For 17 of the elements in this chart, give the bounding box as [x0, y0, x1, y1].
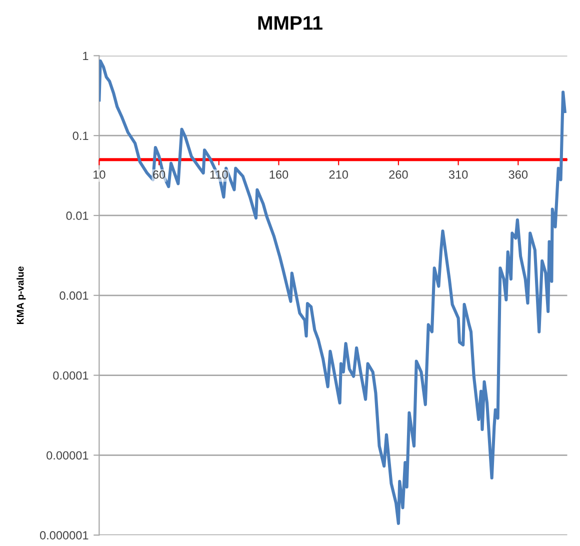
x-tick-label: 310 — [448, 170, 468, 179]
x-tick-label: 60 — [153, 170, 166, 179]
x-tick-label: 110 — [210, 170, 228, 179]
y-tick-label: 0.1 — [72, 132, 88, 140]
x-tick-label: 360 — [508, 170, 528, 179]
x-tick-label: 10 — [94, 170, 106, 179]
chart-title: MMP11 — [258, 16, 322, 30]
y-tick-label: 0.001 — [60, 291, 88, 300]
x-tick-label: 260 — [389, 170, 408, 179]
y-tick-label: 0.01 — [66, 212, 88, 220]
y-tick-label: 0.0001 — [53, 371, 88, 380]
y-axis-title: KMA p-value — [16, 266, 26, 324]
x-tick-label: 160 — [270, 170, 288, 179]
x-tick-label: 210 — [329, 170, 348, 179]
y-tick-label: 1 — [83, 52, 88, 60]
y-tick-label: 0.00001 — [46, 451, 88, 460]
y-tick-label: 0.000001 — [40, 531, 88, 540]
